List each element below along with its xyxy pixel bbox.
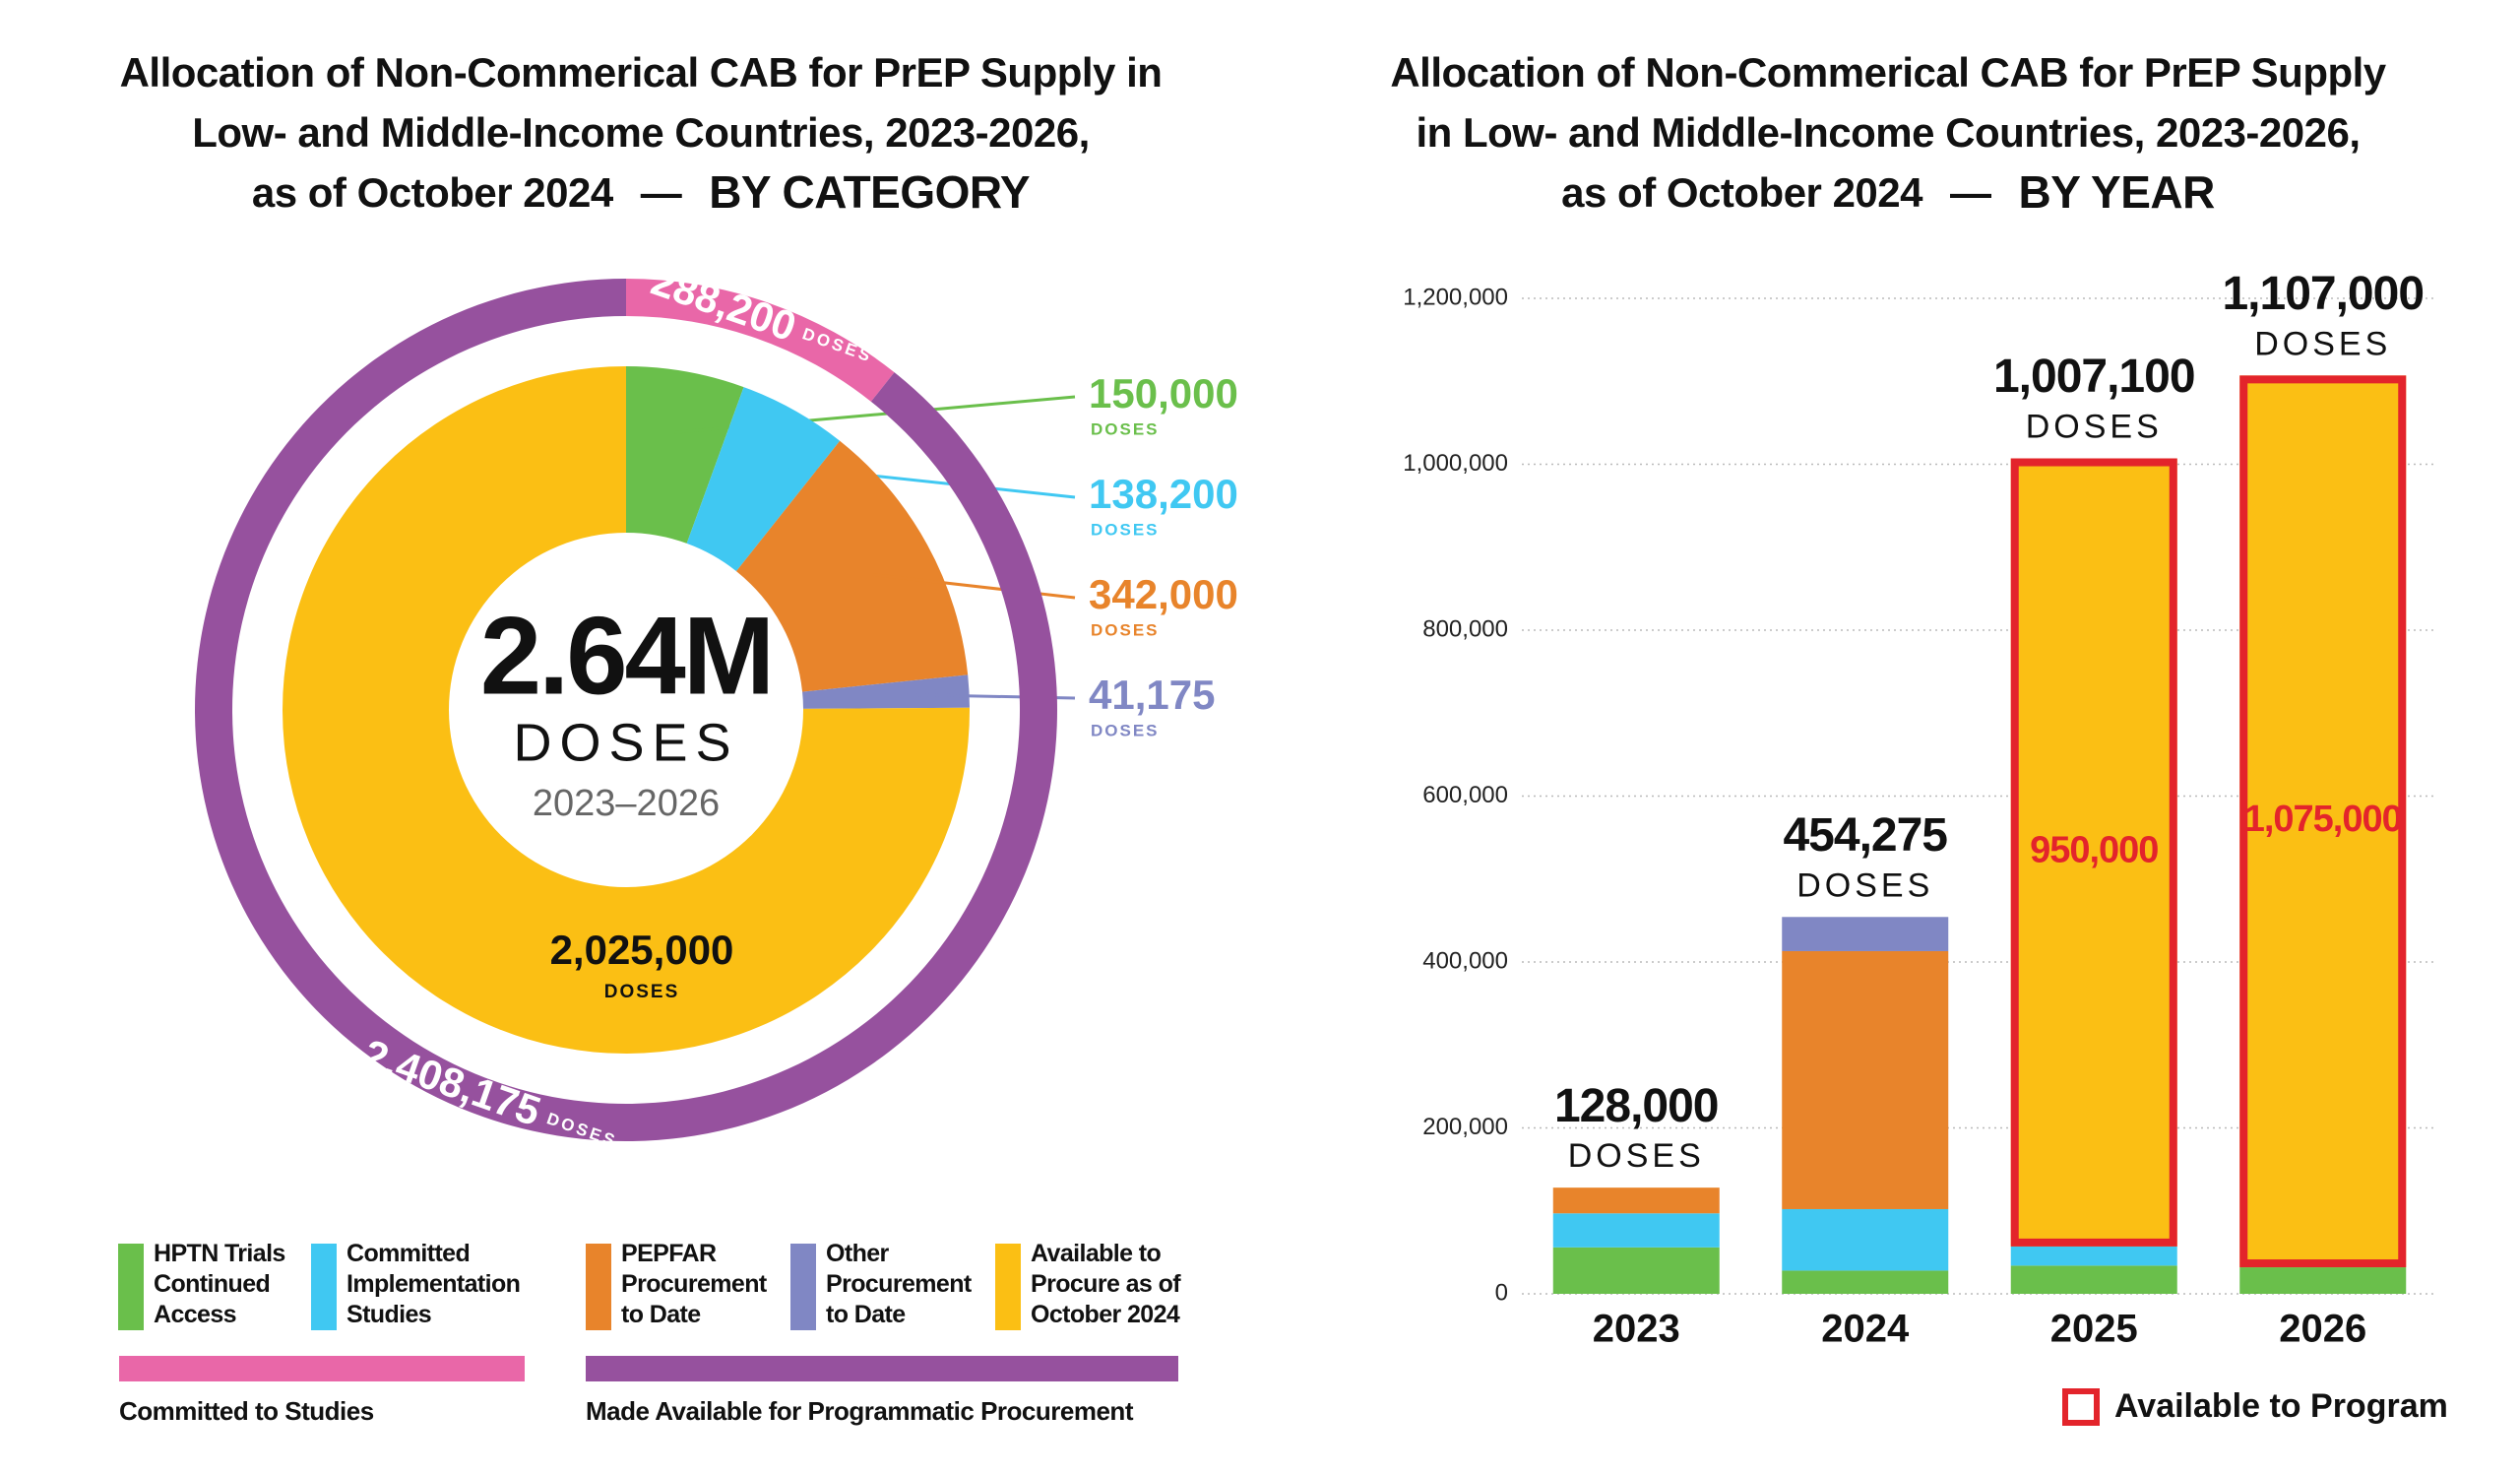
legend-label: PEPFAR Procurement to Date [621, 1240, 767, 1328]
title-emphasis: BY YEAR [2019, 166, 2216, 218]
chart-title: Low- and Middle-Income Countries, 2023-2… [192, 109, 1090, 156]
inner-ring-segment [686, 387, 841, 572]
bar-segment [1782, 1208, 1949, 1271]
bar-segment [2010, 1265, 2177, 1294]
inner-ring-segment [626, 366, 744, 544]
callout-unit: DOSES [1091, 419, 1160, 438]
chart-title: Allocation of Non-Commerical CAB for PrE… [1390, 49, 2386, 96]
legend-swatch [995, 1244, 1021, 1330]
callout-value: 342,000 [1089, 571, 1238, 617]
total-label: 454,275 [1783, 809, 1947, 862]
inner-unit: DOSES [604, 982, 680, 1002]
chart-title-line: as of October 2024 [1561, 169, 1923, 216]
x-tick-label: 2026 [2279, 1308, 2366, 1351]
y-tick-label: 0 [1495, 1279, 1508, 1306]
legend-label: HPTN Trials Continued Access [154, 1240, 285, 1328]
y-tick-label: 600,000 [1422, 782, 1508, 808]
outer-value: 2,408,175 [357, 1030, 546, 1134]
bar-segment [1552, 1213, 1720, 1248]
bar-segment [1782, 917, 1949, 951]
chart-title-line: Low- and Middle-Income Countries, 2023-2… [192, 109, 1090, 156]
total-unit: DOSES [1796, 866, 1933, 904]
total-unit: DOSES [1568, 1137, 1705, 1175]
chart-title-line: as of October 2024 [252, 169, 614, 216]
legend-label: Committed Implementation Studies [346, 1240, 521, 1328]
chart-title-line: Allocation of Non-Commerical CAB for PrE… [120, 49, 1163, 96]
bar-segment [1782, 950, 1949, 1209]
total-label: 128,000 [1554, 1080, 1719, 1132]
y-tick-label: 400,000 [1422, 947, 1508, 974]
highlight-outline [2239, 375, 2407, 1268]
highlight-legend-swatch [2062, 1388, 2100, 1426]
center-value: 2.64M [480, 595, 772, 718]
callout-value: 41,175 [1089, 672, 1215, 718]
chart-title: as of October 2024 — BY CATEGORY [252, 166, 1030, 218]
bar-segment [2239, 375, 2407, 1268]
chart-title: as of October 2024 — BY YEAR [1561, 166, 2215, 218]
legend-group-label: Made Available for Programmatic Procurem… [586, 1396, 1133, 1426]
callout-unit: DOSES [1091, 520, 1160, 539]
chart-title: in Low- and Middle-Income Countries, 202… [1416, 109, 2360, 156]
legend-group-bar [119, 1356, 525, 1381]
total-unit: DOSES [2026, 409, 2163, 446]
callout-value: 150,000 [1089, 370, 1238, 417]
highlight-outline [2010, 458, 2177, 1247]
chart-title-line: Allocation of Non-Commerical CAB for PrE… [1390, 49, 2386, 96]
legend-group-bar [586, 1356, 1178, 1381]
legend-group-label: Committed to Studies [119, 1396, 374, 1426]
center-period: 2023–2026 [533, 783, 720, 824]
title-separator: — [641, 169, 682, 216]
bar-segment [2239, 1267, 2407, 1294]
bar-value-label: 950,000 [2030, 830, 2158, 871]
legend-swatch [586, 1244, 611, 1330]
bar-segment [2010, 1246, 2177, 1266]
bar-segment [1552, 1187, 1720, 1214]
bar-segment [1552, 1247, 1720, 1294]
bar-segment [2010, 458, 2177, 1247]
callout-unit: DOSES [1091, 620, 1160, 639]
legend-swatch [118, 1244, 144, 1330]
y-tick-label: 200,000 [1422, 1114, 1508, 1140]
bar-value-label: 1,075,000 [2244, 799, 2402, 840]
title-emphasis: BY CATEGORY [709, 166, 1030, 218]
outer-ring-segment [626, 279, 895, 402]
callout-line [763, 462, 1076, 499]
legend-label: Other Procurement to Date [826, 1240, 972, 1328]
x-tick-label: 2023 [1593, 1308, 1680, 1351]
inner-ring-segment [735, 440, 969, 692]
bar-segment [1782, 1270, 1949, 1294]
callout-value: 138,200 [1089, 471, 1238, 517]
y-tick-label: 1,000,000 [1403, 450, 1508, 477]
callout-line [872, 573, 1076, 600]
title-separator: — [1950, 169, 1991, 216]
total-unit: DOSES [2254, 325, 2391, 362]
total-label: 1,007,100 [1993, 351, 2195, 403]
chart-title: Allocation of Non-Commerical CAB for PrE… [120, 49, 1163, 96]
legend-swatch [790, 1244, 816, 1330]
x-tick-label: 2025 [2050, 1308, 2138, 1351]
callout-unit: DOSES [1091, 721, 1160, 739]
outer-value: 288,200 [646, 257, 802, 350]
y-tick-label: 800,000 [1422, 615, 1508, 642]
highlight-legend-label: Available to Program [2114, 1387, 2448, 1425]
x-tick-label: 2024 [1821, 1308, 1910, 1351]
inner-value-label: 2,025,000 [550, 927, 734, 973]
legend-label: Available to Procure as of October 2024 [1031, 1240, 1181, 1328]
y-tick-label: 1,200,000 [1403, 284, 1508, 310]
chart-title-line: in Low- and Middle-Income Countries, 202… [1416, 109, 2360, 156]
center-unit: DOSES [513, 713, 738, 772]
total-label: 1,107,000 [2222, 268, 2424, 320]
inner-ring-segment [802, 674, 970, 709]
legend-swatch [311, 1244, 337, 1330]
inner-ring-segment [282, 366, 970, 1054]
